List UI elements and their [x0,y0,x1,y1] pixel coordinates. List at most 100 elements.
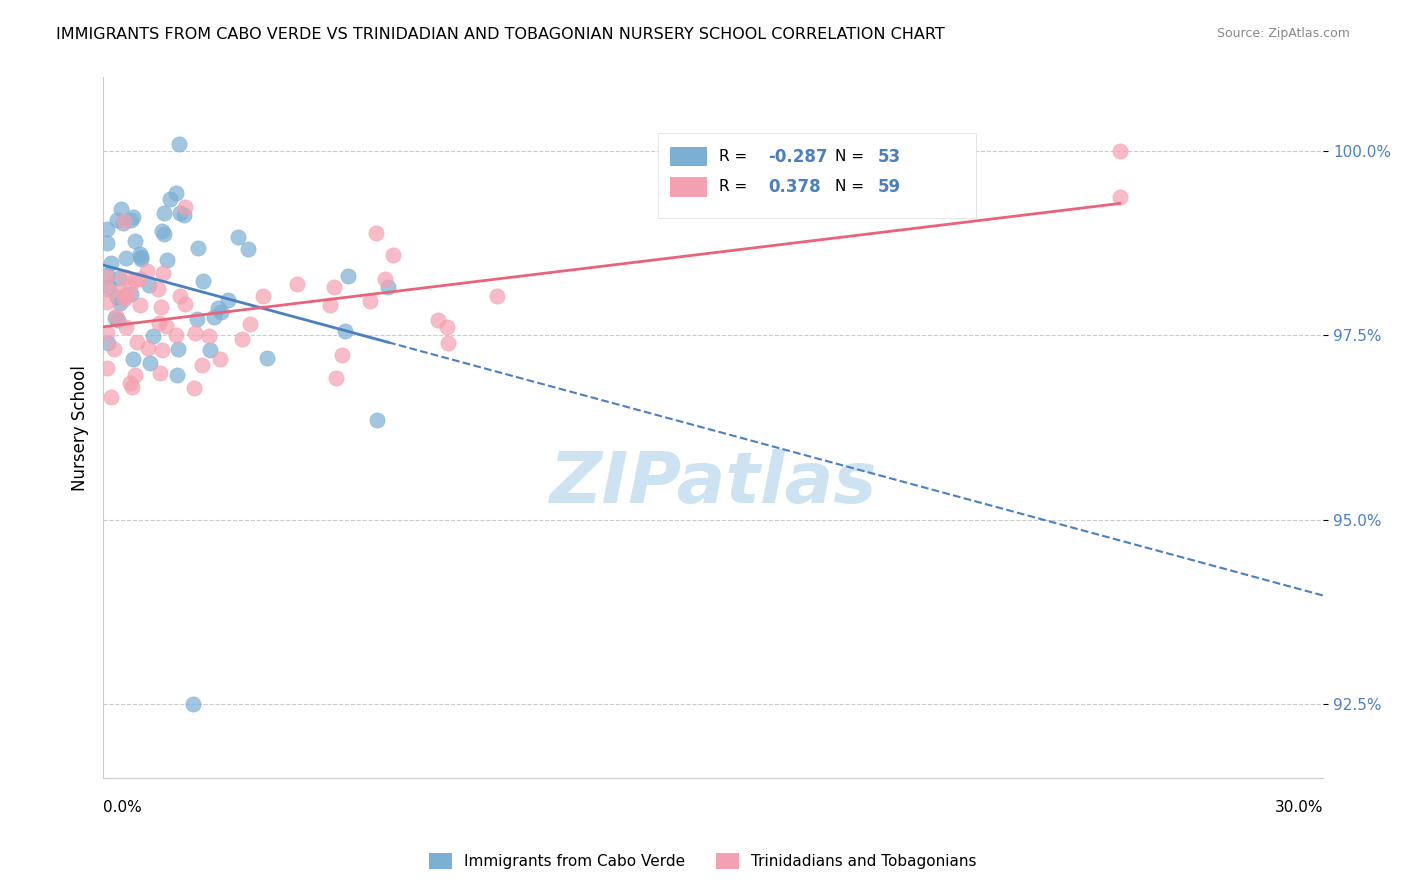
Point [105,290,128,304]
Point [111,215,134,229]
Point [167,342,190,356]
Point [330,348,353,362]
Point [200,343,222,358]
Point [152,206,174,220]
Point [318,298,340,312]
Point [165,328,187,343]
Point [96,235,118,250]
Point [100,390,122,404]
Point [115,289,138,303]
Point [114,320,136,334]
Point [149,366,172,380]
Point [110,202,132,217]
Point [104,311,127,326]
Point [97,279,120,293]
Point [150,224,173,238]
Point [155,253,177,268]
Text: 0.378: 0.378 [768,178,821,195]
Point [96,221,118,235]
Point [114,270,136,285]
Point [148,316,170,330]
Point [96,295,118,310]
Point [152,227,174,242]
Point [96,268,118,283]
FancyBboxPatch shape [658,134,976,218]
Point [150,300,173,314]
Point [198,329,221,343]
Point [112,292,135,306]
Point [150,343,173,358]
Y-axis label: Nursery School: Nursery School [72,365,89,491]
Point [129,252,152,267]
Point [252,289,274,303]
Point [209,305,232,319]
Point [118,376,141,390]
Text: 30.0%: 30.0% [1275,800,1323,815]
Point [437,335,460,350]
Point [191,358,214,372]
Point [112,214,135,228]
Point [120,286,142,301]
Point [208,352,231,367]
Point [124,273,146,287]
Text: N =: N = [835,179,865,194]
Point [173,209,195,223]
Point [169,289,191,303]
Point [142,329,165,343]
Point [120,279,142,293]
Point [1109,144,1132,158]
Point [108,271,131,285]
Point [129,250,152,264]
Text: -0.287: -0.287 [768,147,828,166]
Point [187,241,209,255]
Point [169,206,191,220]
Point [108,296,131,310]
Text: ZIPatlas: ZIPatlas [550,450,877,518]
Point [231,332,253,346]
Point [120,213,142,227]
Point [108,284,131,298]
Point [96,282,118,296]
Point [139,356,162,370]
Point [359,294,381,309]
Point [129,271,152,285]
Point [167,136,190,151]
Text: Source: ZipAtlas.com: Source: ZipAtlas.com [1216,27,1350,40]
Point [382,248,405,262]
Point [202,310,225,325]
Point [114,287,136,301]
Point [165,186,187,201]
Point [138,277,160,292]
Point [1109,190,1132,204]
Point [207,301,229,315]
Point [107,313,129,327]
Point [186,311,208,326]
Point [238,242,260,256]
Point [96,361,118,376]
Point [138,341,160,355]
Point [193,274,215,288]
Point [136,264,159,278]
Point [121,210,143,224]
Point [128,298,150,312]
Point [485,289,508,303]
Point [374,271,396,285]
Point [436,320,458,334]
Point [336,269,359,284]
Text: R =: R = [720,179,748,194]
Point [173,200,195,214]
Point [333,324,356,338]
Point [96,326,118,341]
Point [105,213,128,227]
Text: IMMIGRANTS FROM CABO VERDE VS TRINIDADIAN AND TOBAGONIAN NURSERY SCHOOL CORRELAT: IMMIGRANTS FROM CABO VERDE VS TRINIDADIA… [56,27,945,42]
Point [256,351,278,366]
Text: N =: N = [835,149,865,164]
FancyBboxPatch shape [671,147,707,167]
Point [325,371,347,385]
Point [173,297,195,311]
Point [239,317,262,331]
Point [366,413,388,427]
Point [226,229,249,244]
Text: 59: 59 [877,178,901,195]
Point [121,351,143,366]
